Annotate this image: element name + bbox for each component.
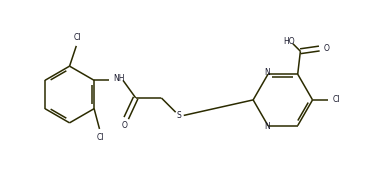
Text: HO: HO	[283, 37, 295, 46]
Text: Cl: Cl	[73, 33, 81, 42]
Text: NH: NH	[114, 74, 125, 84]
Text: Cl: Cl	[96, 132, 104, 142]
Text: Cl: Cl	[333, 95, 340, 104]
Text: N: N	[264, 122, 270, 132]
Text: S: S	[177, 111, 181, 120]
Text: O: O	[324, 44, 330, 53]
Text: O: O	[122, 121, 128, 130]
Text: N: N	[264, 68, 270, 77]
